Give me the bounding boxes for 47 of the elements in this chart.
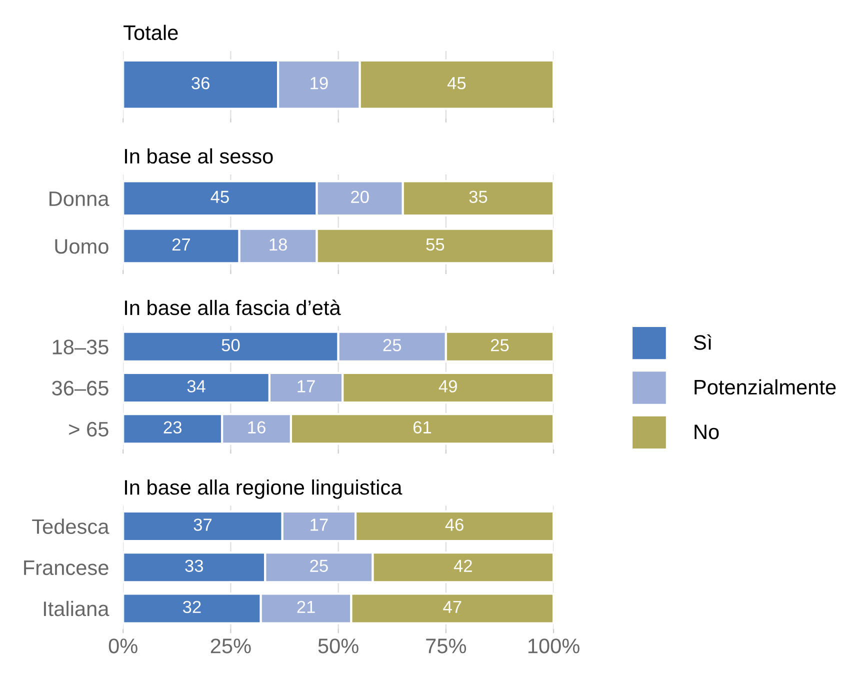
data-label: 35: [469, 190, 488, 204]
chart-title: Totale: [124, 24, 178, 40]
chart-title: In base alla fascia d’età: [125, 300, 341, 316]
legend-label: Sì: [694, 334, 712, 350]
data-label: 34: [187, 380, 206, 392]
data-label: 27: [172, 238, 190, 250]
data-label: 36: [192, 77, 210, 90]
y-tick-label: Francese: [24, 560, 108, 576]
data-label: 16: [248, 421, 266, 434]
y-tick-label: 18–35: [52, 340, 108, 354]
chart-title: In base alla regione linguistica: [125, 479, 402, 499]
data-label: 42: [454, 560, 472, 572]
data-label: 25: [383, 339, 402, 352]
y-tick-label: Uomo: [55, 239, 108, 254]
data-label: 20: [351, 190, 369, 204]
x-tick-label: 50%: [318, 638, 358, 654]
data-label: 49: [438, 380, 457, 392]
data-label: 37: [194, 518, 212, 531]
x-tick-label: 25%: [210, 638, 251, 654]
data-label: 17: [310, 518, 328, 531]
data-label: 45: [447, 77, 466, 90]
data-label: 32: [182, 600, 201, 614]
legend-label: No: [694, 424, 719, 440]
y-tick-label: 36–65: [52, 380, 108, 396]
data-label: 23: [164, 421, 182, 434]
y-tick-label: > 65: [69, 422, 108, 437]
data-label: 17: [298, 380, 315, 392]
legend-label: Potenzialmente: [694, 379, 836, 395]
data-label: 18: [270, 238, 287, 251]
x-tick-label: 75%: [426, 638, 466, 654]
x-tick-label: 0%: [108, 638, 138, 654]
data-label: 25: [310, 560, 328, 572]
data-label: 47: [443, 600, 462, 613]
data-label: 50: [222, 339, 240, 352]
data-label: 25: [490, 339, 509, 352]
chart-title: In base al sesso: [125, 148, 273, 164]
data-label: 46: [445, 518, 464, 531]
data-label: 45: [210, 190, 229, 204]
y-tick-label: Italiana: [44, 600, 110, 616]
data-label: 21: [297, 600, 315, 613]
data-label: 33: [185, 560, 204, 572]
x-tick-label: 100%: [528, 638, 580, 654]
y-tick-label: Tedesca: [32, 518, 110, 534]
data-label: 19: [310, 77, 328, 90]
y-tick-label: Donna: [50, 192, 110, 206]
data-label: 61: [413, 421, 432, 434]
data-label: 55: [426, 238, 444, 251]
